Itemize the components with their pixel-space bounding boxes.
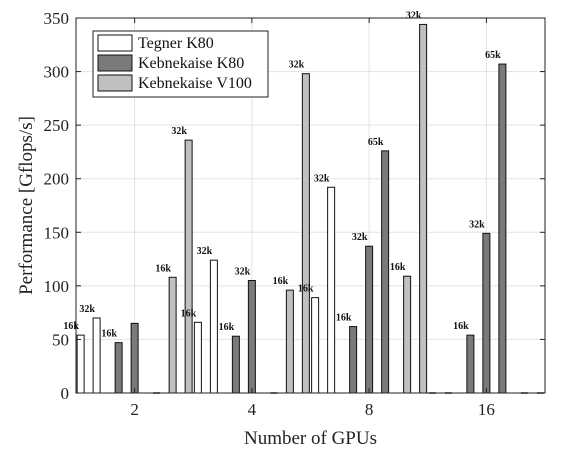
bar bbox=[76, 334, 85, 394]
y-tick-label: 350 bbox=[44, 9, 70, 28]
bar-value-label: 16k bbox=[390, 262, 406, 273]
y-tick-label: 150 bbox=[44, 223, 70, 242]
bar bbox=[168, 276, 177, 394]
legend-swatch bbox=[97, 54, 133, 72]
y-tick-label: 0 bbox=[61, 384, 70, 403]
bar-value-label: 32k bbox=[289, 60, 305, 71]
bar bbox=[311, 297, 320, 394]
bar-value-label: 65k bbox=[368, 137, 384, 148]
bar-value-label: 32k bbox=[352, 232, 368, 243]
bar-value-label: 65k bbox=[485, 50, 501, 61]
y-tick-label: 250 bbox=[44, 116, 70, 135]
bar bbox=[247, 280, 256, 394]
bar-value-label: 16k bbox=[155, 263, 171, 274]
y-axis-title: Performance [Gflops/s] bbox=[16, 116, 37, 295]
legend-label: Kebnekaise K80 bbox=[138, 55, 244, 72]
bar bbox=[114, 342, 123, 394]
x-tick-label: 16 bbox=[478, 400, 495, 419]
legend-label: Kebnekaise V100 bbox=[138, 75, 252, 92]
bar bbox=[498, 63, 507, 394]
bar bbox=[301, 73, 310, 394]
legend: Tegner K80 Kebnekaise K80 Kebnekaise V100 bbox=[92, 30, 269, 98]
bar bbox=[130, 322, 139, 394]
bar-value-label: 32k bbox=[469, 219, 485, 230]
bar-value-label: 16k bbox=[101, 329, 117, 340]
x-tick-label: 8 bbox=[365, 400, 374, 419]
legend-swatch bbox=[97, 34, 133, 52]
bar bbox=[482, 232, 491, 394]
bar-value-label: 32k bbox=[314, 173, 330, 184]
bar-value-label: 32k bbox=[197, 246, 213, 257]
bar bbox=[381, 150, 390, 394]
bar-value-label: 16k bbox=[63, 321, 79, 332]
y-tick-label: 100 bbox=[44, 277, 70, 296]
bar bbox=[365, 245, 374, 394]
bar bbox=[193, 321, 202, 394]
bar bbox=[285, 289, 294, 394]
bar bbox=[349, 326, 358, 394]
bar-value-label: 16k bbox=[219, 322, 235, 333]
x-axis-title: Number of GPUs bbox=[244, 428, 377, 449]
bar bbox=[209, 259, 218, 394]
bar-labels-layer: 16k32k16k16k32k16k32k16k32k16k32k16k32k1… bbox=[63, 10, 501, 339]
x-tick-label: 4 bbox=[248, 400, 257, 419]
plot-frame bbox=[75, 17, 546, 394]
y-tick-label: 200 bbox=[44, 170, 70, 189]
axis-ticks: 0 50 100 150 200 250 300 350 2 4 8 16 bbox=[44, 9, 545, 419]
bar-value-label: 32k bbox=[406, 10, 422, 21]
bar-value-label: 16k bbox=[298, 284, 314, 295]
bar-value-label: 32k bbox=[79, 304, 95, 315]
legend-label: Tegner K80 bbox=[138, 35, 214, 52]
bar-value-label: 16k bbox=[181, 308, 197, 319]
bar bbox=[327, 186, 336, 394]
bar-value-label: 16k bbox=[273, 276, 289, 287]
y-tick-label: 50 bbox=[52, 330, 69, 349]
bar bbox=[466, 334, 475, 394]
bar bbox=[419, 23, 428, 394]
bar-value-label: 32k bbox=[171, 126, 187, 137]
bar bbox=[92, 317, 101, 394]
bar bbox=[403, 275, 412, 394]
y-tick-label: 300 bbox=[44, 63, 70, 82]
legend-swatch bbox=[97, 74, 133, 92]
bar bbox=[184, 139, 193, 394]
x-tick-label: 2 bbox=[130, 400, 139, 419]
bar-value-label: 16k bbox=[336, 313, 352, 324]
bar bbox=[231, 335, 240, 394]
bar-value-label: 32k bbox=[235, 267, 251, 278]
bar-value-label: 16k bbox=[453, 321, 469, 332]
